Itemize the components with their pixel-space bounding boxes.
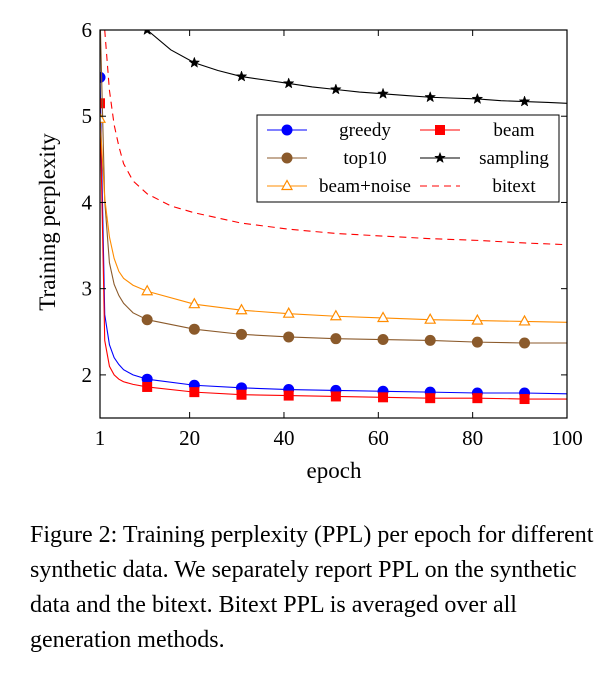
- legend-label: greedy: [339, 120, 391, 141]
- legend-label: bitext: [492, 176, 536, 197]
- data-point: [329, 309, 342, 321]
- data-point: [141, 314, 153, 326]
- data-point: [141, 284, 154, 296]
- data-point: [378, 392, 389, 403]
- legend: greedy beam top10 sampling beam+noise bitext: [256, 114, 560, 203]
- y-tick-label: 2: [82, 363, 93, 387]
- data-point: [519, 337, 531, 349]
- legend-label: sampling: [479, 148, 549, 169]
- data-point: [435, 125, 445, 135]
- data-point: [142, 381, 153, 392]
- series-line: [104, 30, 567, 246]
- data-point: [330, 333, 342, 345]
- data-point: [471, 336, 483, 348]
- data-point: [100, 112, 107, 123]
- data-point: [236, 328, 248, 340]
- y-axis-label: Training perplexity: [35, 133, 60, 311]
- data-point: [424, 91, 437, 103]
- series-group: [95, 8, 567, 405]
- legend-entry: top10: [267, 148, 387, 169]
- series-line: [146, 30, 567, 104]
- data-point: [518, 95, 531, 107]
- legend-entry: sampling: [420, 148, 549, 169]
- line-chart: 1 20 40 60 80 100 2 3 4 5 6 greedy beam top10 samplin…: [35, 8, 583, 483]
- data-point: [377, 87, 389, 99]
- x-tick-label: 1: [95, 426, 106, 450]
- axes: 1 20 40 60 80 100 2 3 4 5 6: [82, 18, 583, 450]
- data-point: [189, 387, 200, 398]
- x-tick-label: 80: [462, 426, 483, 450]
- data-point: [280, 179, 294, 191]
- data-point: [471, 92, 484, 105]
- data-point: [518, 314, 531, 326]
- x-tick-label: 60: [368, 426, 389, 450]
- series-sampling: [143, 30, 567, 107]
- x-tick-label: 40: [273, 426, 294, 450]
- legend-label: beam+noise: [319, 176, 411, 197]
- data-point: [235, 303, 248, 315]
- data-point: [424, 312, 437, 324]
- data-point: [377, 311, 390, 323]
- data-point: [188, 323, 200, 335]
- series-bitext: [104, 30, 567, 246]
- data-point: [425, 393, 436, 404]
- data-point: [282, 306, 295, 318]
- data-point: [281, 124, 293, 136]
- y-tick-label: 4: [82, 190, 93, 214]
- x-tick-label: 100: [551, 426, 583, 450]
- data-point: [188, 56, 201, 68]
- data-point: [434, 151, 446, 164]
- data-point: [471, 313, 484, 325]
- legend-label: top10: [343, 148, 386, 169]
- x-tick-label: 20: [179, 426, 200, 450]
- legend-entry: greedy: [267, 120, 391, 141]
- data-point: [143, 30, 151, 36]
- figure-caption: Figure 2: Training perplexity (PPL) per …: [30, 522, 594, 653]
- data-point: [519, 394, 530, 405]
- data-point: [283, 331, 295, 343]
- series-beam-noise: [100, 112, 567, 326]
- legend-label: beam: [493, 120, 534, 141]
- data-point: [281, 152, 293, 164]
- legend-entry: beam+noise: [267, 176, 411, 197]
- legend-entry: beam: [420, 120, 535, 141]
- data-point: [377, 334, 389, 346]
- data-point: [330, 391, 341, 402]
- series-beam: [100, 98, 567, 405]
- data-point: [236, 389, 247, 400]
- x-axis-label: epoch: [307, 458, 362, 483]
- y-tick-label: 3: [82, 277, 93, 301]
- data-point: [472, 393, 483, 404]
- data-point: [424, 334, 436, 346]
- data-point: [282, 77, 295, 89]
- data-point: [235, 70, 248, 82]
- y-tick-label: 5: [82, 104, 93, 128]
- y-tick-label: 6: [82, 18, 93, 42]
- legend-box: [256, 114, 560, 203]
- plot-frame: [99, 29, 568, 419]
- legend-entry: bitext: [420, 176, 536, 197]
- data-point: [188, 297, 201, 309]
- series-top10: [95, 8, 567, 349]
- data-point: [329, 83, 342, 95]
- data-point: [283, 390, 294, 401]
- data-point: [95, 8, 105, 18]
